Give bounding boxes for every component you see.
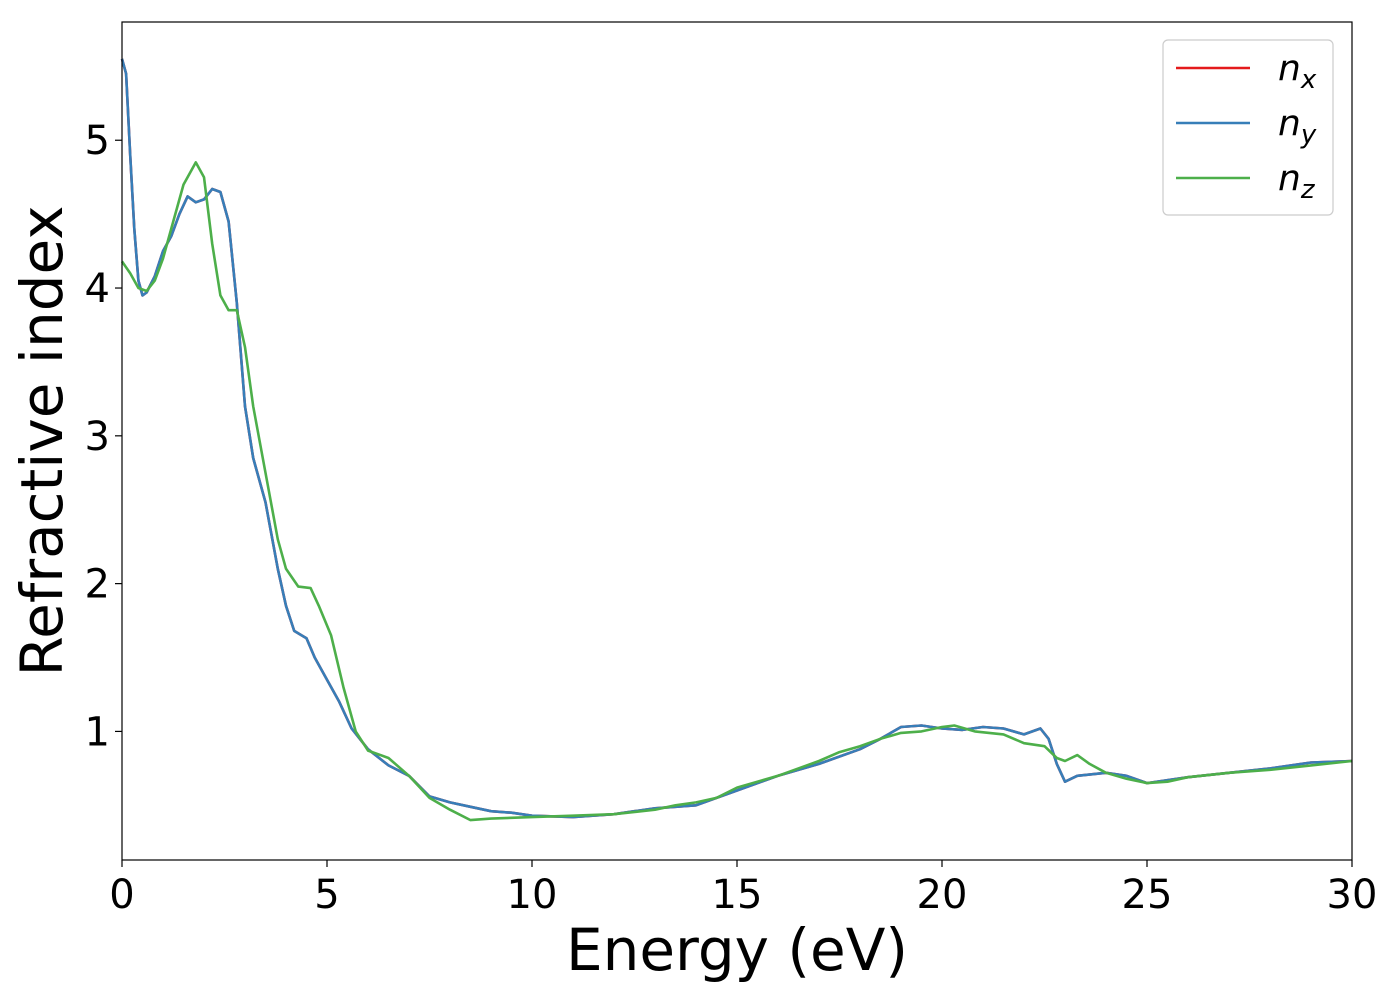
x-tick-label: 15	[712, 872, 763, 918]
series-line-n-y	[120, 58, 1353, 819]
y-tick-label: 5	[85, 118, 110, 164]
x-tick-label: 10	[507, 872, 558, 918]
x-tick-label: 30	[1327, 872, 1378, 918]
x-axis-label: Energy (eV)	[566, 916, 908, 984]
y-tick-label: 1	[85, 709, 110, 755]
x-tick-label: 5	[314, 872, 339, 918]
x-tick-label: 0	[109, 872, 134, 918]
plot-frame	[121, 21, 1353, 861]
y-axis-label: Refractive index	[8, 205, 76, 676]
y-axis-ticks: 1 2 3 4 5	[85, 118, 122, 755]
y-tick-label: 3	[85, 414, 110, 460]
x-axis-ticks: 0 5 10 15 20 25 30	[109, 860, 1377, 918]
series-line-n-z	[120, 161, 1353, 822]
x-tick-label: 25	[1122, 872, 1173, 918]
x-tick-label: 20	[917, 872, 968, 918]
y-tick-label: 2	[85, 562, 110, 608]
plot-area	[122, 22, 1352, 860]
series-layer	[120, 58, 1353, 822]
legend-box	[1162, 39, 1334, 216]
y-tick-label: 4	[85, 266, 110, 312]
